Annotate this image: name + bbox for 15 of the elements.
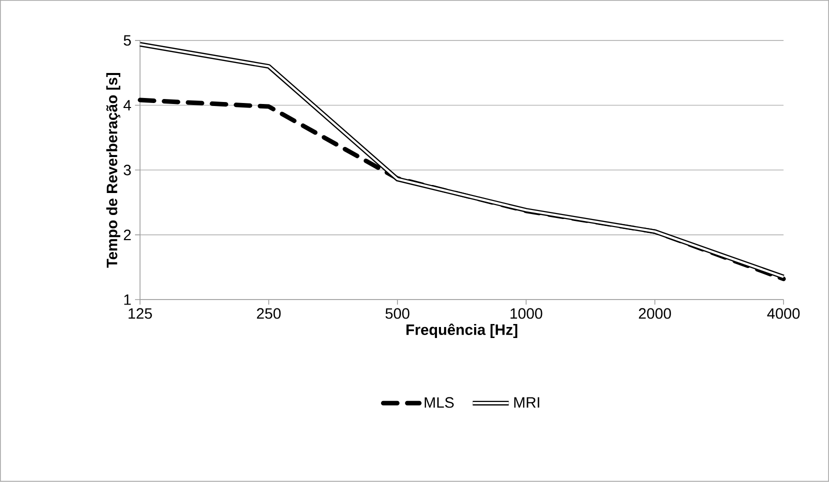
x-tick-label: 250 bbox=[256, 308, 281, 319]
y-axis-title: Tempo de Reverberação [s] bbox=[106, 73, 120, 268]
y-tick-label: 4 bbox=[123, 100, 132, 111]
legend-label: MLS bbox=[424, 397, 454, 408]
legend-label: MRI bbox=[514, 397, 540, 408]
x-tick-label: 4000 bbox=[767, 308, 800, 319]
x-tick-label: 125 bbox=[128, 308, 152, 319]
x-tick-label: 2000 bbox=[638, 308, 671, 319]
y-tick-label: 1 bbox=[124, 294, 131, 305]
y-tick-label: 5 bbox=[124, 35, 131, 46]
y-tick-label: 2 bbox=[124, 230, 131, 240]
y-tick-label: 3 bbox=[124, 164, 131, 176]
x-axis-title: Frequência [Hz] bbox=[406, 324, 518, 338]
x-tick-label: 500 bbox=[386, 308, 410, 319]
x-tick-label: 1000 bbox=[510, 308, 542, 319]
